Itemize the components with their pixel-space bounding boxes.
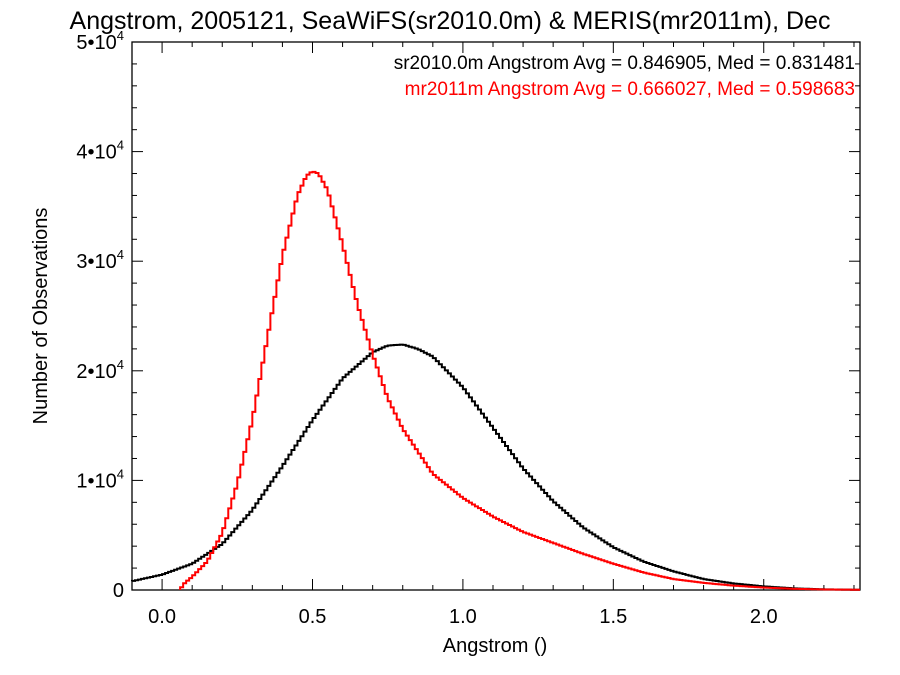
x-tick-label: 0.5 bbox=[299, 606, 327, 628]
x-tick-label: 1.0 bbox=[449, 606, 477, 628]
y-tick-label: 0 bbox=[113, 580, 124, 602]
y-tick-label: 1•104 bbox=[76, 466, 124, 492]
y-axis: 0 1•104 2•104 3•104 4•104 5•104 bbox=[76, 28, 860, 602]
x-tick-label: 2.0 bbox=[750, 606, 778, 628]
y-tick-label: 4•104 bbox=[76, 138, 124, 164]
chart-title: Angstrom, 2005121, SeaWiFS(sr2010.0m) & … bbox=[70, 7, 831, 35]
y-tick-label: 2•104 bbox=[76, 357, 124, 383]
x-tick-label: 0.0 bbox=[148, 606, 176, 628]
plot-border bbox=[131, 41, 861, 591]
y-tick-label: 3•104 bbox=[76, 247, 124, 273]
y-axis-label: Number of Observations bbox=[30, 208, 52, 425]
legend-entry-series-1: sr2010.0m Angstrom Avg = 0.846905, Med =… bbox=[394, 53, 855, 74]
legend-entry-series-2: mr2011m Angstrom Avg = 0.666027, Med = 0… bbox=[405, 79, 855, 100]
x-axis-label: Angstrom () bbox=[443, 635, 547, 657]
x-axis: 0.0 0.5 1.0 1.5 2.0 bbox=[131, 42, 855, 628]
series-line-2 bbox=[179, 170, 860, 591]
x-tick-label: 1.5 bbox=[599, 606, 627, 628]
y-tick-label: 5•104 bbox=[76, 28, 124, 54]
series-line-1 bbox=[131, 343, 860, 591]
series-layer bbox=[131, 170, 860, 591]
plot-frame bbox=[131, 41, 861, 591]
